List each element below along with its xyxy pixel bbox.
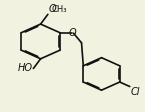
Text: O: O <box>69 28 76 38</box>
Text: CH₃: CH₃ <box>51 5 67 14</box>
Text: Cl: Cl <box>130 87 140 97</box>
Text: O: O <box>48 4 56 14</box>
Text: HO: HO <box>18 64 33 73</box>
